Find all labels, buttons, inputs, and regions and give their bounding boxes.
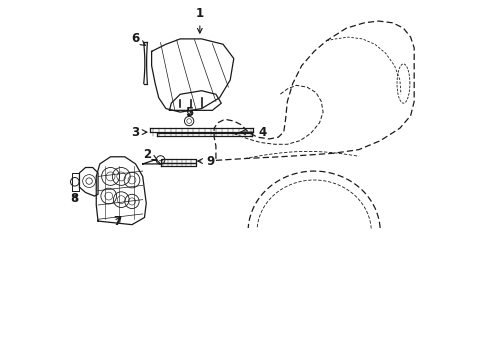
Text: 8: 8 xyxy=(70,192,78,205)
Text: 1: 1 xyxy=(195,8,203,33)
Text: 5: 5 xyxy=(184,105,193,119)
Text: 6: 6 xyxy=(131,32,145,45)
Text: 9: 9 xyxy=(197,154,214,167)
Text: 4: 4 xyxy=(240,126,266,139)
Text: 7: 7 xyxy=(113,215,122,228)
Text: 3: 3 xyxy=(131,126,146,139)
Text: 2: 2 xyxy=(142,148,157,161)
